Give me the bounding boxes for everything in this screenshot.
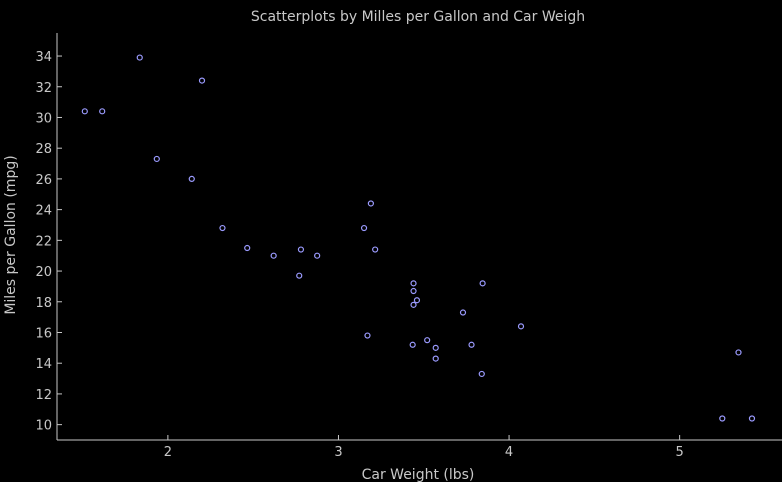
data-point [410,280,417,287]
data-point [478,370,485,378]
data-point [364,332,371,339]
data-point [459,309,467,316]
x-tick-label: 5 [676,445,684,460]
data-point [372,246,379,253]
y-tick-label: 12 [35,388,52,403]
data-point [432,355,439,362]
data-point [244,244,251,252]
y-tick-label: 24 [35,204,52,219]
data-point [409,341,416,348]
data-point [153,155,160,163]
y-axis-label: Miles per Gallon (mpg) [3,155,19,314]
data-point [367,200,374,207]
y-tick-label: 18 [35,296,52,311]
y-tick-label: 26 [35,173,52,188]
data-point [410,301,417,308]
y-tick-label: 14 [35,357,52,372]
data-point [360,224,368,232]
y-ticks: 10 12 14 16 18 20 22 24 26 28 30 32 34 [35,50,62,434]
data-point [81,108,88,115]
y-tick-label: 10 [35,419,52,434]
data-point [136,54,143,61]
y-tick-label: 32 [35,81,52,96]
y-tick-label: 34 [35,50,52,65]
chart-title: Scatterplots by Milles per Gallon and Ca… [251,9,585,25]
data-point [188,175,195,183]
data-points [81,54,756,422]
data-point [219,224,226,232]
data-point [314,252,321,259]
axes [56,33,782,441]
data-point [410,287,417,295]
data-point [296,272,303,279]
x-axis-label: Car Weight (lbs) [362,467,475,482]
data-point [297,246,305,253]
data-point [424,337,431,344]
y-tick-label: 20 [35,265,52,280]
data-point [748,415,756,422]
data-point [479,280,486,287]
x-tick-label: 4 [505,445,513,460]
data-point [413,297,421,304]
data-point [198,77,206,84]
data-point [99,108,106,115]
data-point [517,323,525,330]
data-point [432,344,439,351]
x-ticks: 2 3 4 5 [164,435,684,460]
x-tick-label: 3 [334,445,342,460]
y-tick-label: 30 [35,111,52,126]
data-point [468,341,475,348]
data-point [735,349,742,356]
data-point [719,415,726,422]
y-tick-label: 22 [35,234,52,249]
y-tick-label: 16 [35,326,52,341]
y-tick-label: 28 [35,142,52,157]
data-point [270,252,277,259]
x-tick-label: 2 [164,445,172,460]
